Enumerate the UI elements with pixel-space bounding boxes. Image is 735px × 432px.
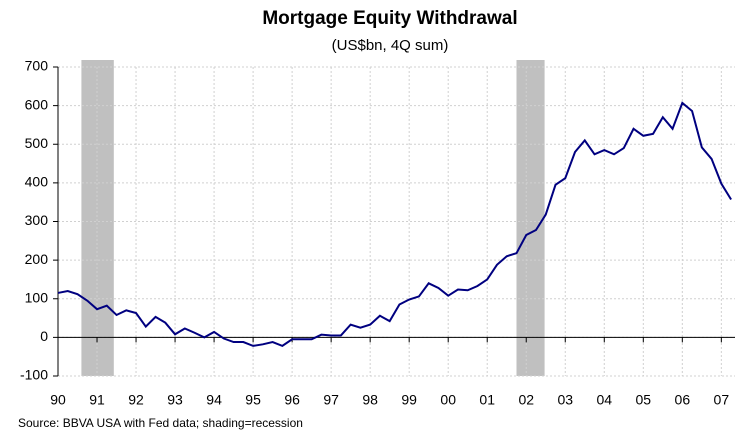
x-tick-label: 93 xyxy=(167,392,183,408)
x-tick-label: 01 xyxy=(479,392,495,408)
x-tick-label: 98 xyxy=(362,392,378,408)
source-note: Source: BBVA USA with Fed data; shading=… xyxy=(18,416,303,430)
x-tick-label: 96 xyxy=(284,392,300,408)
y-tick-label: 200 xyxy=(25,251,49,267)
y-tick-label: 0 xyxy=(40,328,48,344)
y-tick-label: 500 xyxy=(25,135,49,151)
x-tick-label: 97 xyxy=(323,392,339,408)
x-tick-label: 04 xyxy=(596,392,612,408)
y-tick-label: 100 xyxy=(25,289,49,305)
data-line xyxy=(57,101,732,347)
y-tick-label: 600 xyxy=(25,96,49,112)
x-tick-label: 91 xyxy=(89,392,105,408)
recession-shading xyxy=(516,60,545,376)
y-tick-label: 400 xyxy=(25,174,49,190)
y-tick-label: 300 xyxy=(25,212,49,228)
x-tick-label: 00 xyxy=(440,392,456,408)
x-tick-label: 03 xyxy=(557,392,573,408)
x-tick-label: 92 xyxy=(128,392,144,408)
recession-shading xyxy=(81,60,114,376)
x-tick-label: 02 xyxy=(518,392,534,408)
x-tick-label: 94 xyxy=(206,392,222,408)
chart-title: Mortgage Equity Withdrawal xyxy=(262,8,517,29)
x-tick-label: 07 xyxy=(714,392,730,408)
chart-subtitle: (US$bn, 4Q sum) xyxy=(332,37,449,54)
x-tick-label: 05 xyxy=(636,392,652,408)
x-tick-label: 06 xyxy=(675,392,691,408)
x-tick-label: 99 xyxy=(401,392,417,408)
y-tick-label: 700 xyxy=(25,58,49,74)
x-tick-label: 90 xyxy=(50,392,66,408)
x-tick-label: 95 xyxy=(245,392,261,408)
y-tick-label: -100 xyxy=(20,367,48,383)
